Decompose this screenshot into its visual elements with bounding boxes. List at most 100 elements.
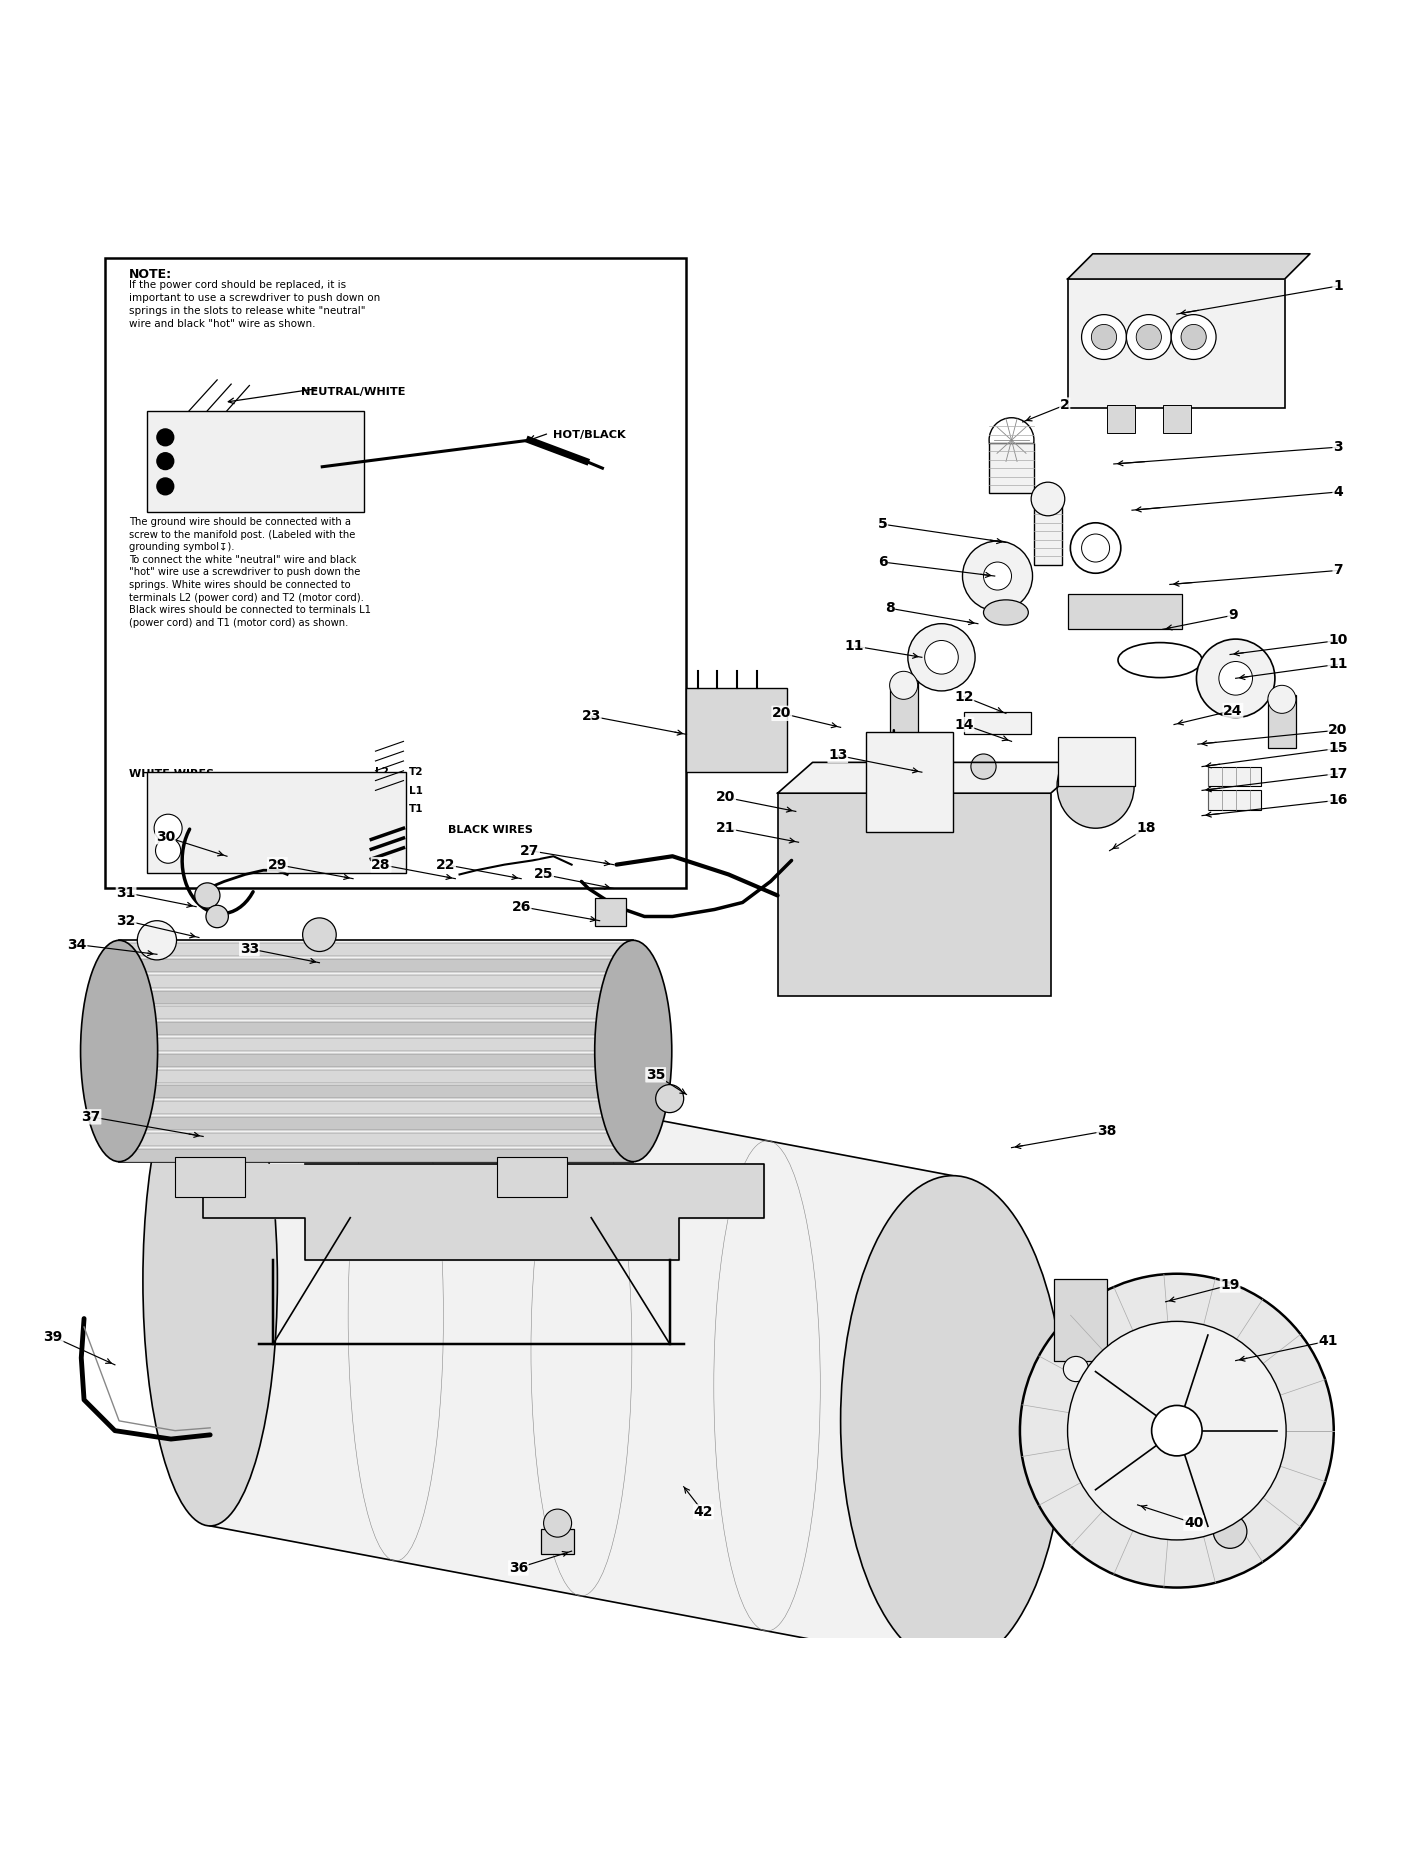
Bar	[119, 1086, 633, 1099]
Text: 42: 42	[693, 1506, 713, 1519]
Text: NOTE:: NOTE:	[129, 268, 172, 281]
Bar	[890, 681, 918, 735]
Text: 38: 38	[1097, 1123, 1117, 1138]
Bar	[595, 898, 626, 926]
Circle shape	[1068, 1322, 1286, 1539]
Text: 40: 40	[1184, 1517, 1203, 1530]
Polygon shape	[1068, 253, 1310, 279]
Circle shape	[925, 641, 958, 675]
Bar	[1054, 1279, 1107, 1361]
Bar	[119, 1101, 633, 1114]
Text: 25: 25	[534, 868, 553, 881]
Bar	[119, 975, 633, 988]
Text: 36: 36	[509, 1562, 528, 1575]
Text: L2: L2	[375, 767, 389, 776]
Text: 27: 27	[520, 844, 539, 857]
Text: BLACK WIRES: BLACK WIRES	[448, 825, 534, 836]
Circle shape	[989, 418, 1034, 463]
Text: 41: 41	[1318, 1333, 1338, 1348]
Circle shape	[1082, 534, 1110, 562]
Bar	[1208, 791, 1261, 810]
Ellipse shape	[143, 1035, 277, 1526]
Text: 16: 16	[1328, 793, 1348, 808]
Text: The ground wire should be connected with a
screw to the manifold post. (Labeled : The ground wire should be connected with…	[129, 518, 371, 628]
Circle shape	[1213, 1515, 1247, 1549]
Ellipse shape	[841, 1176, 1065, 1667]
Circle shape	[1268, 686, 1296, 712]
Circle shape	[1136, 324, 1161, 349]
Text: 13: 13	[828, 748, 848, 763]
Text: 9: 9	[1229, 608, 1237, 622]
Text: 39: 39	[43, 1329, 63, 1344]
Text: T2: T2	[409, 767, 423, 776]
Circle shape	[890, 671, 918, 699]
Circle shape	[156, 838, 181, 862]
Bar	[1208, 767, 1261, 786]
Text: 37: 37	[81, 1110, 101, 1123]
Text: 20: 20	[1328, 724, 1348, 737]
Bar	[119, 1149, 633, 1162]
Text: 15: 15	[1328, 741, 1348, 756]
Bar	[119, 1022, 633, 1035]
Bar	[964, 712, 1031, 735]
Circle shape	[1152, 1406, 1202, 1455]
Bar	[1058, 737, 1135, 786]
Text: 12: 12	[954, 690, 974, 703]
Circle shape	[908, 624, 975, 690]
Bar	[147, 411, 364, 512]
Bar	[119, 943, 633, 956]
Bar	[119, 1007, 633, 1020]
Bar	[119, 1132, 633, 1146]
Circle shape	[1219, 662, 1252, 696]
Text: 4: 4	[1334, 486, 1342, 499]
Circle shape	[157, 478, 174, 495]
Text: 22: 22	[436, 857, 455, 872]
Text: 35: 35	[646, 1067, 665, 1082]
Text: 2: 2	[1061, 398, 1069, 412]
Polygon shape	[210, 1035, 953, 1667]
Bar	[147, 772, 406, 874]
Ellipse shape	[984, 600, 1028, 624]
Text: 30: 30	[156, 829, 175, 844]
Text: NEUTRAL/WHITE: NEUTRAL/WHITE	[301, 386, 405, 398]
Bar	[105, 259, 686, 889]
Circle shape	[1063, 1356, 1089, 1382]
Bar	[1268, 696, 1296, 748]
Text: 18: 18	[1136, 821, 1156, 834]
Text: WHITE WIRES: WHITE WIRES	[129, 769, 214, 780]
Text: 14: 14	[954, 718, 974, 731]
Text: 33: 33	[240, 941, 259, 956]
Ellipse shape	[1058, 744, 1135, 829]
Text: 8: 8	[885, 602, 894, 615]
Text: 7: 7	[1334, 564, 1342, 578]
Text: 1: 1	[1334, 279, 1342, 292]
Text: 11: 11	[1328, 658, 1348, 671]
Circle shape	[1020, 1273, 1334, 1588]
Bar	[541, 1528, 574, 1554]
Bar	[175, 1157, 245, 1196]
Bar	[119, 1039, 633, 1052]
Bar	[119, 1118, 633, 1131]
Text: 11: 11	[845, 639, 864, 652]
Ellipse shape	[81, 939, 157, 1162]
Circle shape	[971, 754, 996, 780]
Polygon shape	[203, 1164, 764, 1260]
Circle shape	[1082, 315, 1126, 360]
Circle shape	[157, 429, 174, 446]
Text: 24: 24	[1223, 703, 1243, 718]
Circle shape	[137, 921, 177, 960]
Text: 6: 6	[878, 555, 887, 568]
Polygon shape	[778, 763, 1086, 793]
Circle shape	[1196, 639, 1275, 718]
Bar	[497, 1157, 567, 1196]
Bar	[119, 1054, 633, 1067]
Bar	[119, 1069, 633, 1082]
Bar	[778, 793, 1051, 996]
Circle shape	[154, 814, 182, 842]
Ellipse shape	[595, 939, 672, 1162]
Bar	[866, 731, 953, 832]
Bar	[119, 939, 633, 1162]
Circle shape	[303, 919, 336, 951]
Text: 20: 20	[772, 707, 792, 720]
Bar	[989, 442, 1034, 493]
